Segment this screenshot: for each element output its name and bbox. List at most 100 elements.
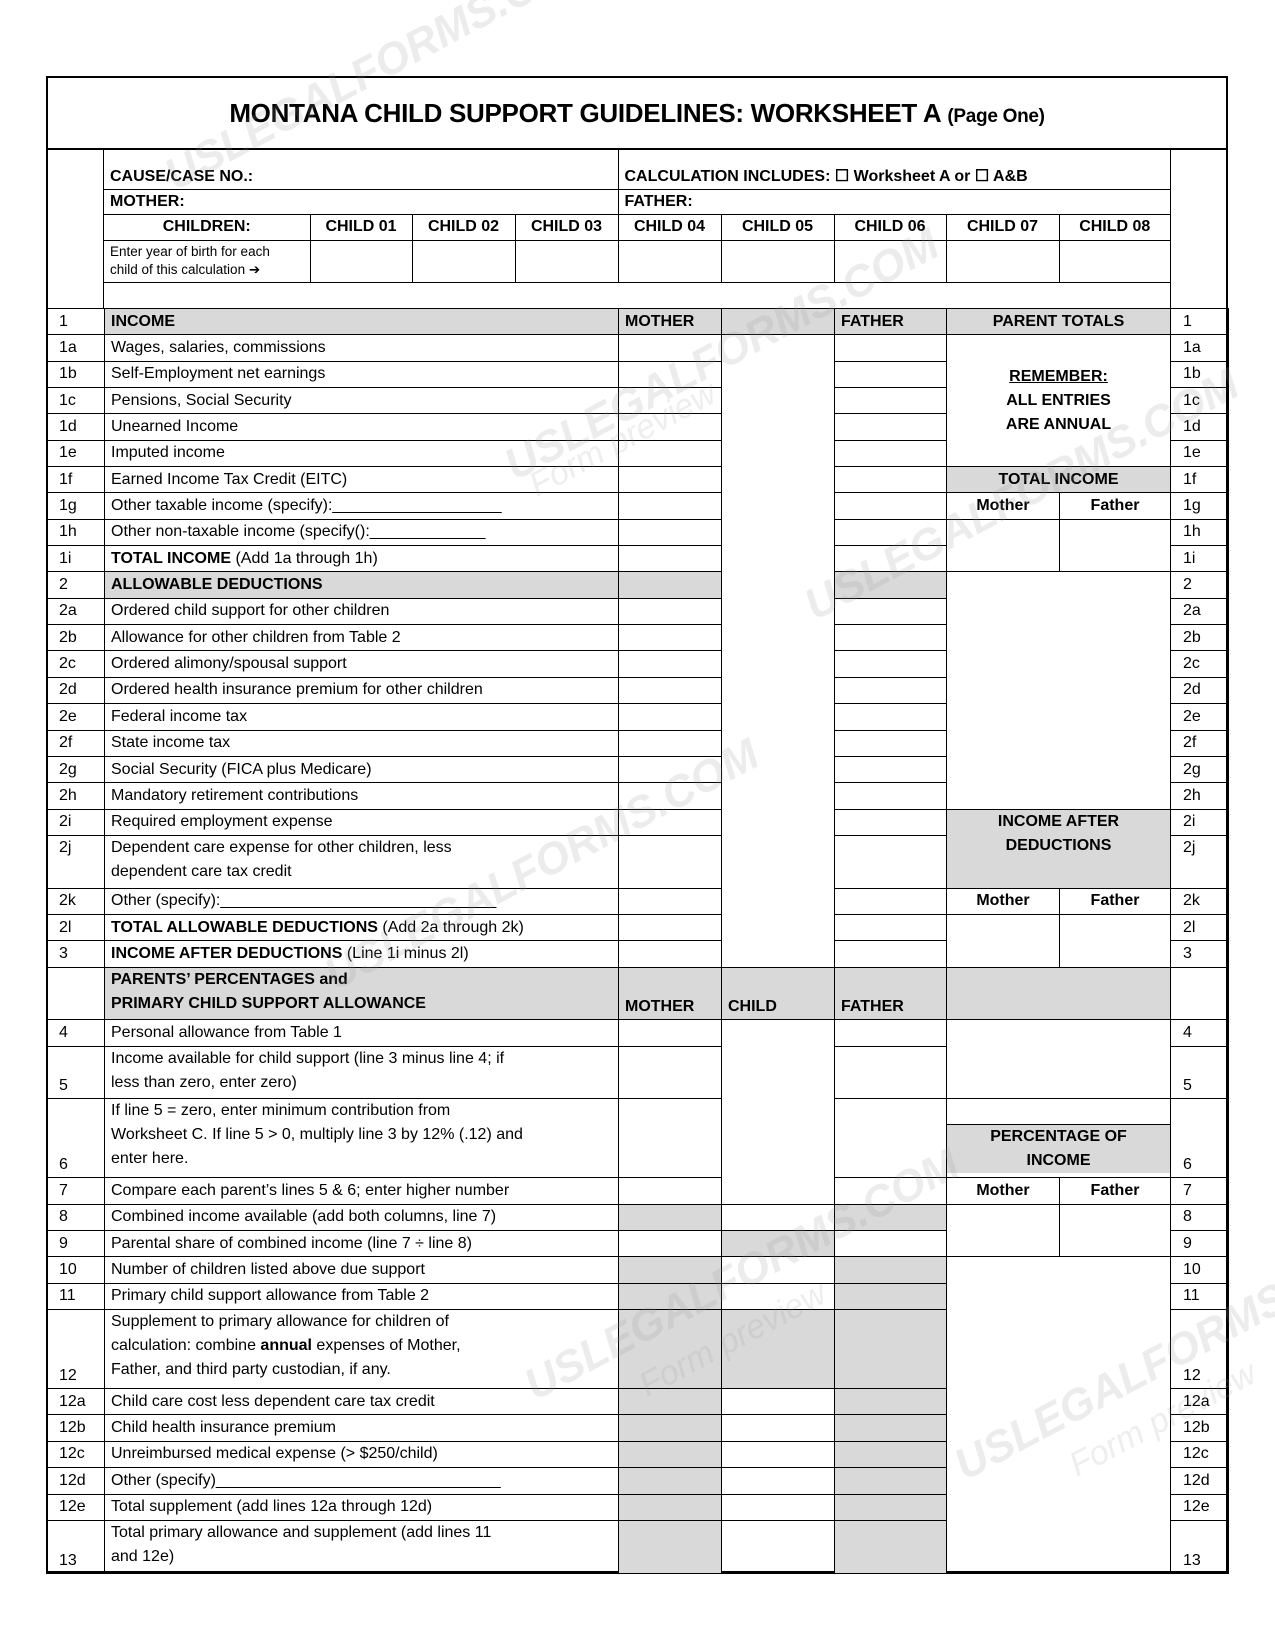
mother-amount-input[interactable]	[618, 1045, 722, 1100]
label-line: INCOME	[111, 312, 175, 330]
line-number-right: 12	[1170, 1309, 1229, 1390]
child-amount-input[interactable]	[721, 1467, 835, 1495]
mother-amount-input[interactable]	[618, 624, 722, 652]
father-amount-input[interactable]	[834, 1098, 947, 1179]
mother-amount-input[interactable]	[618, 360, 722, 389]
mother-amount-input[interactable]	[618, 518, 722, 547]
father-amount-input[interactable]	[834, 676, 947, 705]
mother-amount-input[interactable]	[618, 597, 722, 626]
cause-case-field[interactable]: CAUSE/CASE NO.:	[104, 149, 619, 190]
child-amount-input[interactable]	[721, 1256, 835, 1284]
child-amount-input[interactable]	[721, 1388, 835, 1416]
mother-amount-input[interactable]	[618, 439, 722, 468]
line-number-right: 2d	[1170, 676, 1229, 705]
father-amount-input[interactable]	[834, 755, 947, 784]
line-number-right: 3	[1170, 940, 1229, 968]
table-row: 3 INCOME AFTER DEDUCTIONS (Line 1i minus …	[46, 940, 1229, 968]
father-name-field[interactable]: FATHER:	[617, 188, 1171, 215]
line-label: INCOME	[104, 307, 619, 336]
child-birth-year-input[interactable]	[1058, 239, 1171, 283]
label-line: State income tax	[111, 734, 231, 752]
father-amount-input[interactable]	[834, 913, 947, 942]
child-birth-year-input[interactable]	[309, 239, 413, 283]
father-amount-input[interactable]	[834, 492, 947, 520]
line-label: Parental share of combined income (line …	[104, 1230, 619, 1258]
mother-name-field[interactable]: MOTHER:	[104, 188, 619, 215]
child-birth-year-input[interactable]	[720, 239, 835, 283]
mother-amount-input[interactable]	[618, 676, 722, 705]
mother-amount-input[interactable]	[618, 940, 722, 968]
father-amount-input[interactable]	[834, 387, 947, 415]
father-amount-input[interactable]	[834, 887, 947, 915]
father-amount-input	[834, 1519, 947, 1574]
table-row: 2g Social Security (FICA plus Medicare) 2g	[46, 755, 1229, 784]
father-amount-input[interactable]	[834, 703, 947, 731]
table-row: 11 Primary child support allowance from T…	[46, 1282, 1229, 1311]
father-amount-input[interactable]	[834, 413, 947, 441]
line-number-right: 1e	[1170, 439, 1229, 468]
mother-amount-input[interactable]	[618, 887, 722, 915]
label-line: If line 5 = zero, enter minimum contribu…	[111, 1102, 451, 1120]
mother-amount-input[interactable]	[618, 913, 722, 942]
mother-amount-input[interactable]	[618, 545, 722, 573]
mother-amount-input[interactable]	[618, 703, 722, 731]
mother-amount-input[interactable]	[618, 387, 722, 415]
father-total-input[interactable]	[1059, 1203, 1171, 1258]
father-amount-input[interactable]	[834, 360, 947, 389]
father-amount-input[interactable]	[834, 1230, 947, 1258]
child-amount-input[interactable]	[721, 1203, 835, 1232]
mother-amount-input[interactable]	[618, 808, 722, 836]
father-amount-input[interactable]	[834, 545, 947, 573]
father-amount-input[interactable]	[834, 466, 947, 494]
mother-amount-input[interactable]	[618, 1098, 722, 1179]
worksheet-table: 1 INCOME MOTHER FATHER PARENT TOTALS 1 1a Wages…	[46, 307, 1229, 1574]
mother-amount-input[interactable]	[618, 492, 722, 520]
child-birth-year-input[interactable]	[411, 239, 516, 283]
mother-amount-input[interactable]	[618, 466, 722, 494]
mother-amount-input[interactable]	[618, 1230, 722, 1258]
mother-amount-input[interactable]	[618, 650, 722, 678]
header-spacer	[104, 281, 1171, 308]
mother-amount-input[interactable]	[618, 334, 722, 362]
father-amount-input[interactable]	[834, 729, 947, 757]
mother-amount-input[interactable]	[618, 1019, 722, 1047]
mother-amount-input[interactable]	[618, 782, 722, 810]
father-amount-input[interactable]	[834, 650, 947, 678]
child-amount-input[interactable]	[721, 1440, 835, 1469]
mother-total-input[interactable]	[946, 913, 1060, 968]
child-birth-year-input[interactable]	[833, 239, 947, 283]
line-number-right: 6	[1170, 1098, 1229, 1179]
father-amount-input[interactable]	[834, 1019, 947, 1047]
child-amount-input[interactable]	[721, 1493, 835, 1521]
child-birth-year-input[interactable]	[617, 239, 722, 283]
line-number: 10	[46, 1256, 105, 1284]
father-amount-input[interactable]	[834, 808, 947, 836]
mother-amount-input[interactable]	[618, 755, 722, 784]
father-amount-input[interactable]	[834, 1045, 947, 1100]
father-amount-input[interactable]	[834, 334, 947, 362]
father-amount-input[interactable]	[834, 782, 947, 810]
father-amount-input[interactable]	[834, 518, 947, 547]
father-amount-input[interactable]	[834, 624, 947, 652]
father-amount-input[interactable]	[834, 1177, 947, 1205]
father-total-input[interactable]	[1059, 913, 1171, 968]
father-amount-input[interactable]	[834, 834, 947, 889]
child-birth-year-input[interactable]	[945, 239, 1060, 283]
child-amount-input[interactable]	[721, 1414, 835, 1442]
line-number-right: 1b	[1170, 360, 1229, 389]
father-amount-input[interactable]	[834, 439, 947, 468]
mother-total-input[interactable]	[946, 1203, 1060, 1258]
mother-amount-input[interactable]	[618, 729, 722, 757]
mother-amount-input[interactable]	[618, 413, 722, 441]
mother-total-input[interactable]	[946, 518, 1060, 573]
calculation-includes-field[interactable]: CALCULATION INCLUDES: ☐ Worksheet A or ☐…	[617, 149, 1171, 190]
line-label: Self-Employment net earnings	[104, 360, 619, 389]
father-amount-input[interactable]	[834, 597, 947, 626]
father-total-input[interactable]	[1059, 518, 1171, 573]
mother-amount-input[interactable]	[618, 834, 722, 889]
child-amount-input[interactable]	[721, 1519, 835, 1574]
child-birth-year-input[interactable]	[514, 239, 619, 283]
child-amount-input[interactable]	[721, 1282, 835, 1311]
mother-amount-input[interactable]	[618, 1177, 722, 1205]
father-amount-input[interactable]	[834, 940, 947, 968]
